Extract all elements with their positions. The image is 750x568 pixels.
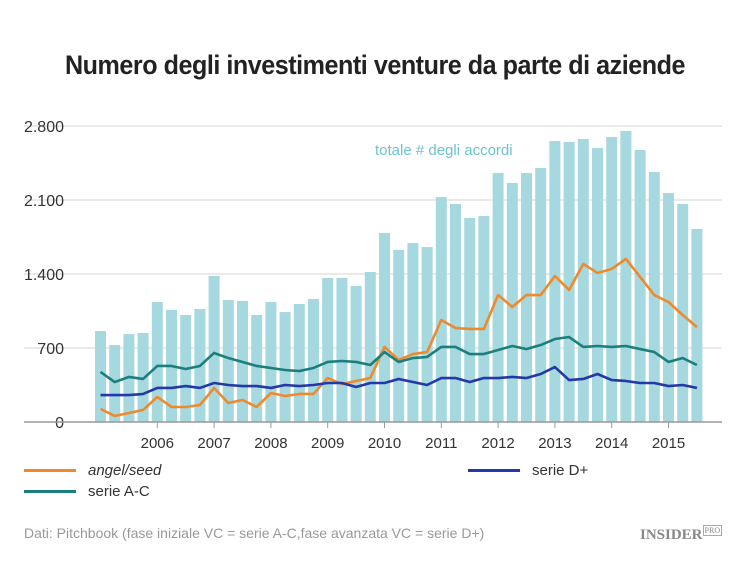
legend-swatch — [24, 469, 76, 472]
chart-title: Numero degli investimenti venture da par… — [64, 50, 685, 80]
bar — [677, 204, 689, 422]
legend-swatch — [468, 469, 520, 472]
x-tick-label: 2015 — [652, 435, 685, 452]
bar — [251, 315, 263, 422]
legend-label: angel/seed — [88, 462, 162, 479]
legend-item-serie-d: serie D+ — [468, 462, 588, 479]
legend-swatch — [24, 490, 76, 493]
bar — [293, 304, 305, 422]
logo: INSIDER PRO — [640, 525, 723, 544]
bar — [506, 182, 518, 422]
bar — [620, 130, 632, 422]
y-tick-label: 2.800 — [24, 119, 64, 136]
bar — [549, 141, 561, 423]
bar — [663, 193, 674, 422]
bar — [379, 232, 390, 422]
legend-item-angel-seed: angel/seed — [24, 462, 161, 479]
bar — [407, 243, 419, 422]
bar — [95, 331, 106, 422]
x-tick-label: 2009 — [311, 435, 344, 452]
x-tick-label: 2012 — [481, 435, 514, 452]
x-tick-label: 2011 — [425, 435, 457, 452]
bar — [222, 300, 234, 422]
y-tick-label: 2.100 — [24, 193, 64, 210]
bar — [336, 278, 348, 422]
bar — [648, 171, 660, 422]
bar — [464, 217, 476, 422]
bar-annotation: totale # degli accordi — [375, 142, 513, 159]
bar — [577, 139, 589, 422]
bar — [521, 172, 532, 422]
bar — [109, 345, 121, 422]
bar — [606, 136, 618, 422]
bar — [265, 302, 277, 422]
x-tick-label: 2008 — [254, 435, 287, 452]
bar — [435, 197, 447, 422]
bar — [393, 250, 405, 422]
bar — [450, 204, 461, 422]
bar — [634, 149, 646, 423]
x-tick-label: 2010 — [368, 435, 401, 452]
x-tick-label: 2007 — [197, 435, 230, 452]
logo-sup: PRO — [702, 525, 723, 536]
series-line-angel-seed — [99, 257, 698, 418]
bar — [350, 285, 362, 422]
bar — [364, 271, 376, 422]
x-tick-label: 2014 — [595, 435, 628, 452]
bar — [421, 247, 433, 422]
bar — [592, 147, 603, 422]
legend-label: serie A-C — [88, 483, 150, 500]
y-tick-label: 1.400 — [24, 267, 64, 284]
legend-item-serie-a-c: serie A-C — [24, 483, 150, 500]
series-line-serie-a-c — [99, 335, 698, 384]
x-tick-label: 2013 — [538, 435, 571, 452]
bar — [478, 215, 490, 422]
bar — [563, 141, 575, 422]
y-tick-label: 0 — [55, 415, 64, 432]
bar — [322, 278, 334, 422]
logo-text: INSIDER — [640, 527, 703, 543]
bar — [151, 302, 163, 422]
x-tick-label: 2006 — [141, 435, 174, 452]
bar — [208, 276, 220, 422]
source-note: Dati: Pitchbook (fase iniziale VC = seri… — [24, 525, 485, 541]
series-line-serie-d- — [100, 365, 698, 397]
bar — [308, 298, 319, 422]
legend-label: serie D+ — [532, 462, 589, 479]
y-tick-label: 700 — [37, 341, 64, 358]
bar — [279, 312, 291, 422]
